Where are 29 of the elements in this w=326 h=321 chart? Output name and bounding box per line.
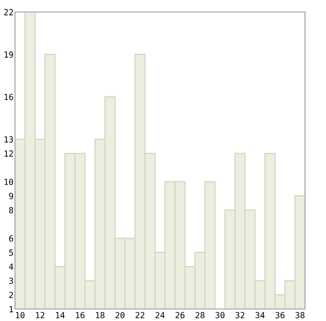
x-tick-label: 20 xyxy=(116,312,124,318)
x-tick-label: 38 xyxy=(296,312,304,318)
x-tick-label: 24 xyxy=(156,312,165,318)
y-tick-label: 12 xyxy=(4,150,13,157)
y-tick-label: 4 xyxy=(9,264,14,270)
x-tick-label: 26 xyxy=(176,312,184,318)
x-tick-label: 22 xyxy=(136,312,144,318)
y-tick-label: 5 xyxy=(9,250,13,256)
y-tick-label: 22 xyxy=(4,9,13,16)
x-tick-label: 34 xyxy=(256,312,265,318)
x-tick-label: 32 xyxy=(236,312,244,318)
y-tick-label: 10 xyxy=(4,178,14,186)
y-tick-label: 6 xyxy=(9,235,14,242)
y-tick-label: 2 xyxy=(9,292,13,298)
x-tick-label: 12 xyxy=(36,312,44,318)
x-tick-label: 30 xyxy=(216,312,224,318)
y-tick-label: 13 xyxy=(4,136,13,143)
y-tick-label: 9 xyxy=(9,192,14,200)
x-tick-label: 16 xyxy=(76,312,84,318)
x-tick-label: 36 xyxy=(276,312,284,318)
x-tick-label: 10 xyxy=(16,312,24,318)
y-tick-label: 3 xyxy=(9,278,13,284)
y-tick-label: 19 xyxy=(4,51,14,58)
x-tick-label: 28 xyxy=(196,312,204,318)
x-tick-label: 14 xyxy=(56,312,65,318)
x-tick-label: 18 xyxy=(96,312,104,318)
y-tick-label: 1 xyxy=(10,306,14,312)
y-tick-label: 16 xyxy=(4,94,14,100)
y-tick-label: 8 xyxy=(9,207,14,214)
